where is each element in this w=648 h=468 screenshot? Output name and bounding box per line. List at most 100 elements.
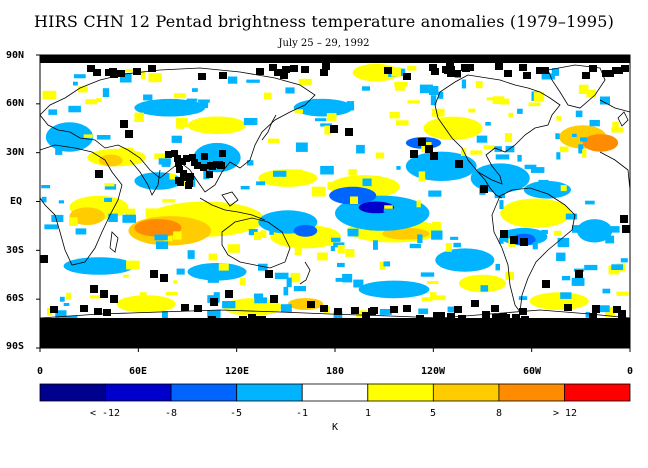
anomaly-speckle xyxy=(561,276,571,281)
anomaly-speckle xyxy=(120,73,132,83)
anomaly-speckle xyxy=(48,109,58,115)
legend-label: 1 xyxy=(364,408,372,419)
missing-data-cell xyxy=(564,304,572,311)
anomaly-speckle xyxy=(69,217,78,226)
anomaly-speckle xyxy=(162,199,176,203)
missing-data-cell xyxy=(216,161,223,168)
anomaly-speckle xyxy=(447,306,458,313)
missing-data-cell xyxy=(290,65,298,72)
anomaly-speckle xyxy=(104,197,112,202)
anomaly-speckle xyxy=(125,208,136,217)
missing-data-cell xyxy=(179,158,186,165)
anomaly-speckle xyxy=(324,125,332,135)
lat-label: 60S xyxy=(6,293,25,304)
anomaly-speckle xyxy=(541,229,548,234)
anomaly-speckle xyxy=(165,291,178,296)
anomaly-speckle xyxy=(356,144,365,154)
anomaly-speckle xyxy=(428,190,442,197)
missing-data-cell xyxy=(431,68,439,75)
missing-data-cell xyxy=(274,69,282,76)
coastline-europe-east xyxy=(599,99,631,113)
missing-data-cell xyxy=(430,152,438,160)
anomaly-speckle xyxy=(492,96,505,104)
anomaly-speckle xyxy=(417,234,423,243)
anomaly-speckle xyxy=(47,307,53,316)
missing-data-cell xyxy=(458,315,466,322)
anomaly-speckle xyxy=(263,92,272,99)
anomaly-speckle xyxy=(418,171,426,182)
anomaly-speckle xyxy=(611,264,624,270)
anomaly-speckle xyxy=(208,253,217,261)
missing-data-cell xyxy=(187,173,194,180)
anomaly-speckle xyxy=(556,152,561,160)
anomaly-speckle xyxy=(327,182,336,190)
lon-label: 120E xyxy=(224,366,250,377)
lat-label: 90N xyxy=(6,50,25,61)
anomaly-speckle xyxy=(187,250,195,259)
anomaly-speckle xyxy=(504,133,513,143)
missing-data-cell xyxy=(480,185,488,193)
missing-data-cell xyxy=(194,162,201,169)
anomaly-speckle xyxy=(273,170,287,177)
anomaly-speckle xyxy=(191,177,196,187)
anomaly-speckle xyxy=(396,166,401,170)
missing-data-cell xyxy=(183,155,190,162)
missing-data-cell xyxy=(615,67,623,74)
missing-data-cell xyxy=(225,290,233,298)
anomaly-speckle xyxy=(611,127,624,133)
coastline-japan xyxy=(261,114,277,141)
anomaly-speckle xyxy=(605,307,615,318)
anomaly-speckle xyxy=(286,277,292,288)
missing-data-cell xyxy=(592,305,600,313)
missing-data-cell xyxy=(582,72,590,79)
missing-data-cell xyxy=(410,150,418,158)
anomaly-speckle xyxy=(554,230,562,236)
anomaly-speckle xyxy=(485,122,491,126)
anomaly-region xyxy=(187,263,247,281)
anomaly-speckle xyxy=(575,110,583,118)
legend-swatch xyxy=(498,383,565,402)
anomaly-speckle xyxy=(430,292,437,300)
anomaly-speckle xyxy=(294,109,303,114)
legend-swatch xyxy=(105,383,172,402)
anomaly-speckle xyxy=(154,153,168,159)
anomaly-speckle xyxy=(505,271,514,280)
anomaly-speckle xyxy=(572,225,581,233)
legend-label: > 12 xyxy=(552,408,578,419)
missing-data-cell xyxy=(429,64,437,71)
anomaly-speckle xyxy=(584,264,598,271)
missing-data-cell xyxy=(270,295,278,303)
anomaly-speckle xyxy=(164,236,173,242)
anomaly-speckle xyxy=(383,261,391,267)
missing-data-cell xyxy=(120,120,128,128)
anomaly-speckle xyxy=(437,91,444,99)
anomaly-speckle xyxy=(171,135,182,143)
missing-data-cell xyxy=(165,151,172,158)
anomaly-speckle xyxy=(148,73,162,83)
anomaly-speckle xyxy=(586,89,596,98)
anomaly-speckle xyxy=(176,268,185,275)
missing-data-cell xyxy=(110,295,118,303)
anomaly-region xyxy=(258,169,318,187)
missing-data-cell xyxy=(171,150,178,157)
anomaly-speckle xyxy=(418,308,429,315)
missing-data-cell xyxy=(94,308,102,315)
anomaly-speckle xyxy=(494,191,505,199)
anomaly-speckle xyxy=(432,221,441,230)
anomaly-speckle xyxy=(379,262,386,270)
anomaly-speckle xyxy=(555,133,560,140)
anomaly-speckle xyxy=(254,293,264,299)
anomaly-region xyxy=(582,134,619,152)
anomaly-region xyxy=(293,224,318,237)
anomaly-speckle xyxy=(186,98,198,102)
anomaly-speckle xyxy=(556,252,566,261)
legend-label: 5 xyxy=(429,408,437,419)
anomaly-region xyxy=(69,207,105,225)
lon-label: 120W xyxy=(420,366,446,377)
anomaly-speckle xyxy=(611,226,620,233)
coastline-eurasia xyxy=(39,67,316,193)
anomaly-speckle xyxy=(620,258,628,263)
anomaly-speckle xyxy=(470,150,483,155)
missing-data-cell xyxy=(80,305,88,312)
anomaly-region xyxy=(287,298,324,310)
